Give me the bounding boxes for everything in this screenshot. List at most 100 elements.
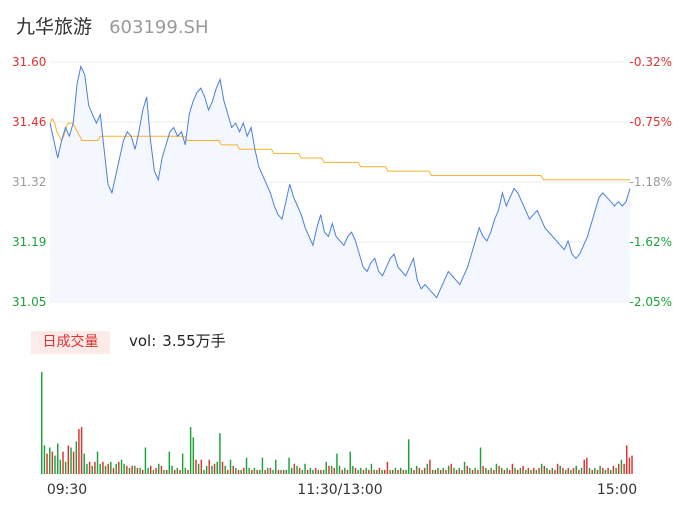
volume-bar [134, 465, 136, 474]
volume-bar [168, 451, 171, 474]
volume-bar [437, 467, 439, 474]
volume-bar [477, 469, 479, 474]
volume-bar [567, 467, 569, 474]
volume-bar [615, 467, 617, 474]
volume-bar [75, 441, 78, 474]
volume-bar [498, 465, 500, 474]
y-tick-label-right: -2.05% [630, 295, 672, 309]
volume-bar [330, 465, 333, 474]
volume-bar [623, 463, 625, 474]
volume-bar [192, 437, 195, 474]
volume-bar [126, 465, 128, 474]
volume-bar [51, 451, 54, 474]
volume-bar [269, 467, 272, 474]
volume-bar [189, 427, 192, 474]
volume-bar [442, 467, 444, 474]
volume-bar [322, 469, 325, 474]
volume-bar [583, 459, 585, 474]
volume-bar [461, 469, 463, 474]
volume-bar [360, 467, 362, 474]
volume-bar [517, 469, 519, 474]
volume-bar [426, 463, 429, 474]
x-tick-label: 09:30 [47, 482, 87, 498]
volume-bar [181, 453, 184, 474]
volume-bar [304, 463, 306, 474]
volume-bar [197, 463, 200, 474]
volume-bar [447, 465, 450, 474]
volume-bar [365, 467, 367, 474]
volume-bar [450, 463, 452, 474]
volume-info: vol: 3.55万手 [129, 330, 226, 351]
volume-bar [469, 467, 471, 474]
volume-bar [285, 469, 288, 474]
volume-bar [378, 467, 381, 474]
volume-bar [325, 461, 327, 474]
volume-bar [408, 439, 410, 474]
volume-bar [57, 443, 59, 474]
volume-bar [482, 465, 484, 474]
volume-bar [514, 467, 516, 474]
y-tick-label-right: -0.75% [630, 115, 672, 129]
volume-bar [493, 469, 495, 474]
volume-bar [570, 469, 572, 474]
volume-bar [158, 463, 160, 474]
volume-bar [118, 461, 120, 474]
volume-bar [131, 465, 133, 474]
volume-bar [530, 469, 532, 474]
volume-bar [336, 453, 338, 474]
volume-bar [519, 467, 522, 474]
volume-bar [150, 465, 152, 474]
x-tick-label: 11:30/13:00 [297, 482, 382, 498]
volume-bar [405, 469, 407, 474]
volume-bar [237, 469, 240, 474]
volume-bar [62, 451, 64, 474]
volume-bar [43, 445, 46, 474]
avg-price-line [49, 117, 630, 181]
volume-bar [235, 467, 237, 474]
volume-bar [107, 463, 109, 474]
volume-bar [144, 447, 147, 474]
volume-bar [578, 469, 580, 474]
volume-bar [602, 467, 604, 474]
volume-bar [525, 469, 527, 474]
volume-bar [333, 467, 335, 474]
volume-bar [509, 469, 511, 474]
volume-bar [99, 463, 101, 474]
volume-bar [538, 467, 540, 474]
volume-bar [243, 467, 245, 474]
volume-bar [49, 447, 51, 474]
volume-bar [253, 467, 256, 474]
volume-bar [471, 469, 474, 474]
volume-bar [354, 467, 357, 474]
volume-bar [421, 469, 423, 474]
volume-bar [120, 459, 123, 474]
volume-bar [147, 467, 149, 474]
volume-bar [429, 459, 431, 474]
volume-bar [511, 463, 514, 474]
volume-bar [479, 447, 482, 474]
volume-bar [397, 469, 399, 474]
volume-bar [216, 461, 218, 474]
volume-bar [46, 453, 48, 474]
volume-bar [80, 427, 83, 474]
volume-bar [288, 457, 290, 474]
volume-bar [485, 467, 487, 474]
volume-bar [128, 467, 131, 474]
volume-bar [373, 469, 375, 474]
volume-bar [349, 451, 351, 474]
stock-header: 九华旅游 603199.SH [16, 12, 209, 40]
volume-bar [445, 469, 447, 474]
volume-bar [463, 461, 466, 474]
volume-bar [267, 467, 269, 474]
volume-tab[interactable]: 日成交量 [31, 331, 110, 354]
volume-bar [298, 467, 301, 474]
volume-bar [280, 469, 282, 474]
volume-label: vol: [129, 332, 157, 350]
volume-bar [136, 467, 139, 474]
volume-bar [341, 469, 343, 474]
volume-bar [540, 463, 543, 474]
volume-bar [618, 463, 620, 474]
volume-bar [389, 469, 391, 474]
volume-bar [586, 457, 588, 474]
volume-bar [506, 467, 508, 474]
